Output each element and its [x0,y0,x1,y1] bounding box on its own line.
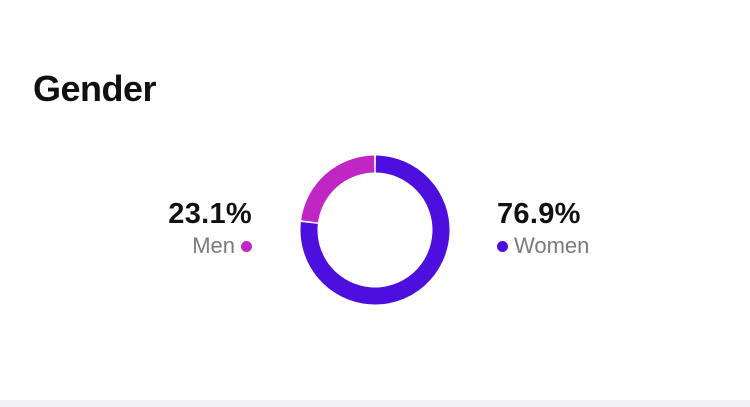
women-percentage: 76.9% [497,198,581,230]
men-color-dot-icon [241,240,252,252]
men-percentage: 23.1% [168,198,252,230]
women-legend: Women [497,232,657,260]
women-color-dot-icon [497,240,508,252]
women-legend-label: Women [514,233,590,258]
footer-divider [0,400,750,407]
card-title: Gender [33,68,157,109]
men-legend-label: Men [192,233,235,258]
men-stat: 23.1% Men [120,196,252,260]
men-legend: Men [120,232,252,260]
donut-slice-women [300,155,450,305]
donut-slice-men [301,155,375,223]
women-stat: 76.9% Women [497,196,657,260]
gender-donut-chart [300,155,450,305]
